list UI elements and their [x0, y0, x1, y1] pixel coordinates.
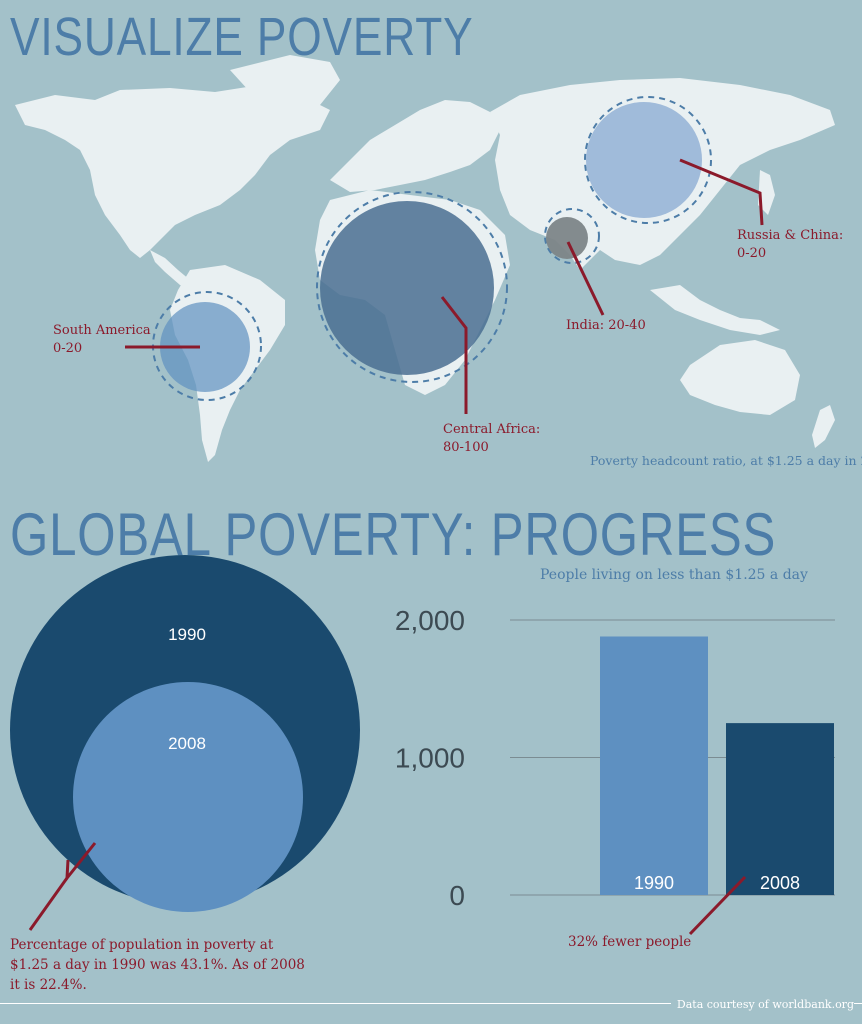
australia-shape — [680, 340, 800, 415]
footer-credit: Data courtesy of worldbank.org — [670, 998, 854, 1011]
world-map — [15, 55, 835, 462]
north-america-shape — [15, 85, 330, 258]
bar-chart-title: People living on less than $1.25 a day — [540, 567, 808, 583]
circles-note: Percentage of population in poverty at $… — [10, 937, 305, 993]
label-russia-china: Russia & China: 0-20 — [737, 228, 844, 261]
russia-china-bubble — [584, 96, 712, 224]
label-central-africa: Central Africa: 80-100 — [443, 422, 541, 455]
label-south-america: South America 0-20 — [53, 323, 151, 356]
bar-1990 — [600, 636, 708, 895]
bar-annotation-leader — [688, 875, 747, 936]
footer-divider — [0, 1003, 862, 1004]
india-bubble — [544, 208, 600, 264]
label-india: India: 20-40 — [566, 318, 646, 333]
map-caption: Poverty headcount ratio, at $1.25 a day … — [590, 453, 862, 468]
circle-label-2008: 2008 — [168, 734, 206, 753]
section-title-progress: GLOBAL POVERTY: PROGRESS — [10, 501, 777, 568]
y-tick-label: 2,000 — [395, 605, 465, 636]
y-tick-label: 0 — [449, 880, 465, 911]
central-africa-leader — [440, 296, 468, 414]
bar-chart: 0 1,000 2,000 1990 2008 — [395, 605, 835, 936]
page-title: VISUALIZE POVERTY — [10, 7, 474, 67]
population-percentage-circles: 1990 2008 — [10, 555, 360, 912]
circle-2008 — [73, 682, 303, 912]
circle-label-1990: 1990 — [168, 625, 206, 644]
japan-shape — [758, 170, 775, 215]
southeast-asia-shape — [650, 285, 780, 335]
bar-label-2008: 2008 — [760, 873, 800, 893]
bar-chart-annotation: 32% fewer people — [568, 934, 692, 950]
bar-2008 — [726, 723, 834, 895]
russia-china-leader — [679, 158, 764, 226]
bar-label-1990: 1990 — [634, 873, 674, 893]
y-tick-label: 1,000 — [395, 743, 465, 774]
greenland-shape — [230, 55, 340, 120]
circles-leader-2 — [28, 877, 69, 931]
central-africa-bubble — [316, 191, 508, 383]
india-leader — [566, 241, 605, 316]
new-zealand-shape — [812, 405, 835, 448]
europe-shape — [330, 100, 500, 192]
